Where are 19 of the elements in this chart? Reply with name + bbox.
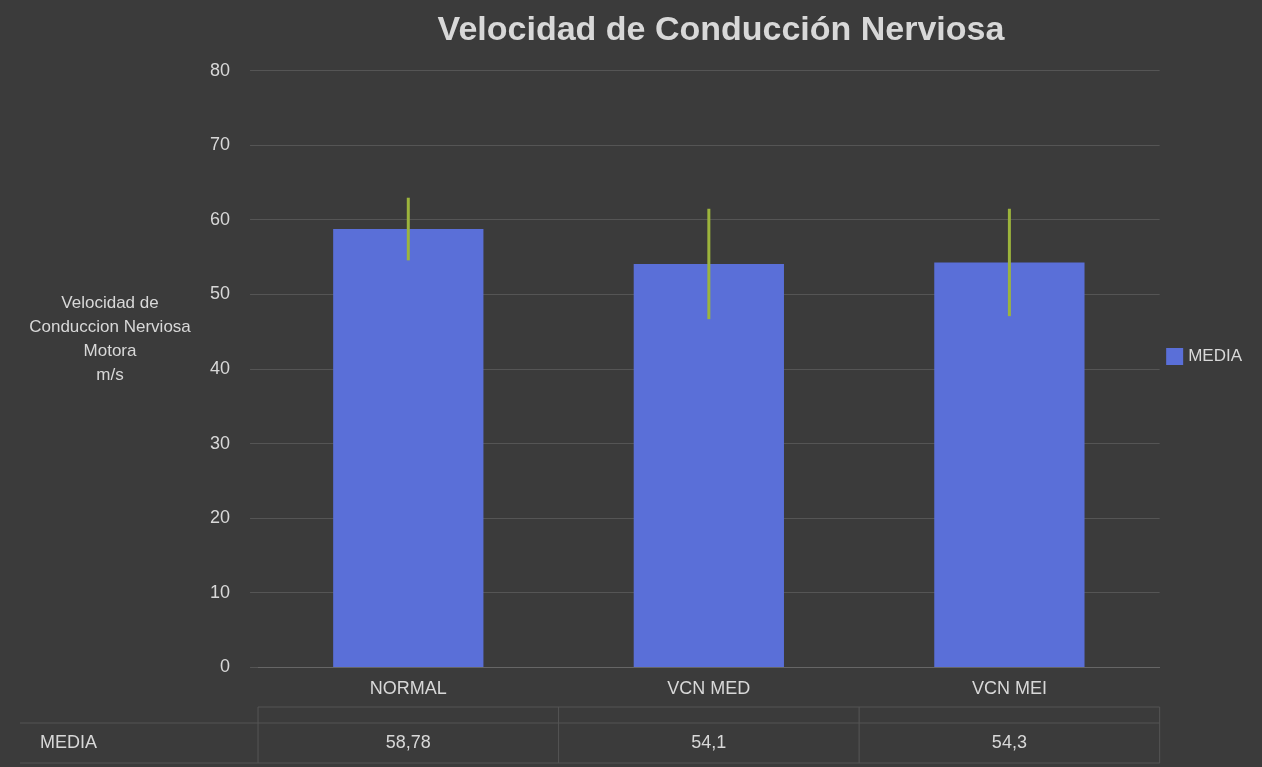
y-tick-label: 60	[209, 208, 231, 229]
data-label: 54,1	[691, 731, 727, 752]
x-tick-label: VCN MEI	[971, 678, 1047, 699]
y-tick-label: 50	[209, 283, 231, 304]
y-tick-label: 0	[220, 656, 231, 677]
y-axis-title: Velocidad de Conduccion Nerviosa Motora m/s	[29, 292, 192, 384]
legend-label: MEDIA	[1188, 346, 1243, 366]
data-label: 54,3	[991, 731, 1027, 752]
y-tick-label: 70	[209, 134, 231, 155]
text: MEDIA	[40, 731, 98, 752]
x-tick-label: NORMAL	[369, 678, 447, 699]
chart-title: Velocidad de Conducción Nerviosa	[437, 8, 1006, 47]
y-tick-label: 10	[209, 581, 231, 602]
data-label: 58,78	[385, 731, 431, 752]
y-tick-label: 40	[209, 358, 231, 379]
y-tick-label: 30	[209, 432, 231, 453]
y-tick-label: 80	[209, 59, 231, 80]
x-tick-label: VCN MED	[667, 678, 751, 699]
y-tick-label: 20	[209, 507, 231, 528]
